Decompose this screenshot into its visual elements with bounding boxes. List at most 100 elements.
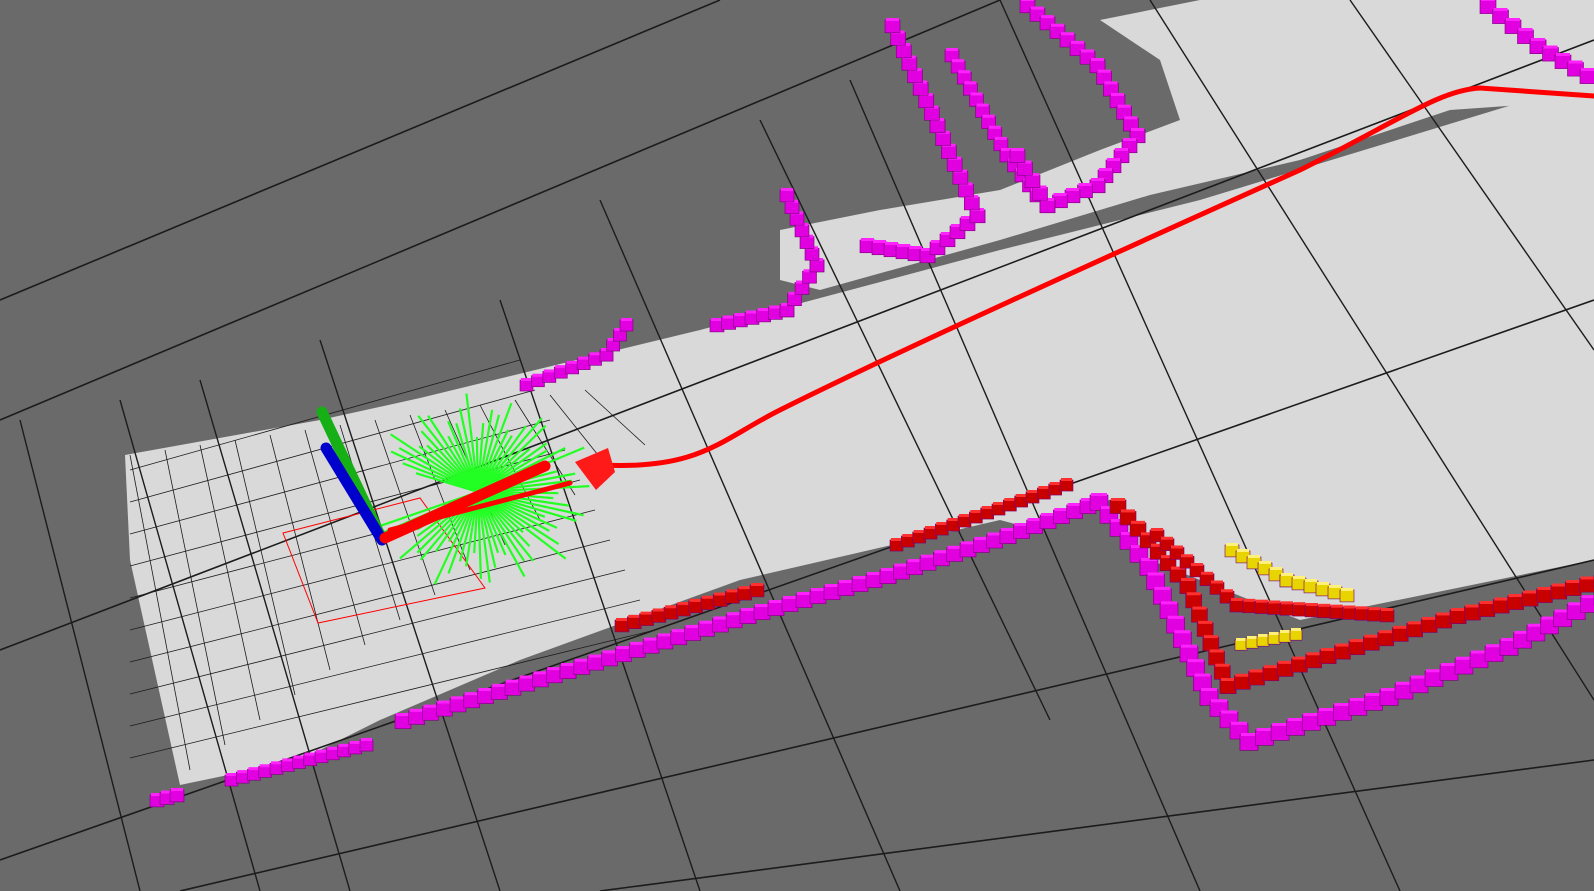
inflation-voxel-top <box>947 518 959 521</box>
occupied-voxel-top <box>1161 601 1177 605</box>
occupied-voxel-top <box>1081 49 1094 53</box>
occupied-voxel-top <box>171 788 183 791</box>
occupied-voxel-top <box>248 767 260 771</box>
inflation-voxel <box>651 610 667 623</box>
inflation-voxel-top <box>628 614 641 618</box>
occupied-voxel-top <box>671 629 686 633</box>
inflation-voxel <box>1213 665 1231 680</box>
occupied-voxel <box>963 196 980 211</box>
occupied-voxel <box>519 379 534 392</box>
occupied-voxel-top <box>161 790 173 794</box>
inflation-voxel-top <box>1186 592 1201 596</box>
occupied-voxel-top <box>630 641 645 645</box>
occupied-voxel <box>837 581 855 596</box>
occupied-voxel-top <box>788 291 801 295</box>
occupied-voxel-top <box>746 310 758 314</box>
occupied-voxel-top <box>1349 698 1366 701</box>
inflation-voxel <box>1179 579 1197 594</box>
inflation-voxel-top <box>1191 563 1203 566</box>
occupied-voxel-top <box>1486 644 1502 648</box>
grid-line <box>0 39 1594 651</box>
lethal-voxel-top <box>1270 567 1282 570</box>
laser-ray <box>390 450 479 493</box>
occupied-voxel-top <box>616 646 631 650</box>
inflation-voxel <box>1196 622 1214 637</box>
occupied-voxel-top <box>1256 728 1273 731</box>
occupied-voxel-top <box>316 749 327 753</box>
inflation-voxel-top <box>970 510 982 513</box>
inflation-voxel-top <box>1004 498 1016 501</box>
inflation-voxel <box>1348 640 1366 656</box>
inflation-voxel-top <box>1494 597 1509 601</box>
inflation-voxel-top <box>1508 594 1523 597</box>
occupied-voxel <box>952 171 969 185</box>
grid-line <box>1149 0 1594 701</box>
occupied-voxel <box>907 69 923 84</box>
occupied-voxel-top <box>1221 710 1237 714</box>
inflation-voxel <box>1420 618 1438 633</box>
occupied-voxel-top <box>151 793 163 796</box>
lethal-voxel-top <box>1237 549 1249 552</box>
inflation-voxel <box>626 616 642 630</box>
occupied-voxel-top <box>1099 168 1112 171</box>
occupied-voxel-top <box>931 240 944 243</box>
inflation-voxel-top <box>1465 604 1480 608</box>
inflation-voxel <box>725 591 740 604</box>
inflation-voxel-top <box>1566 580 1581 583</box>
inflation-voxel-top <box>1422 616 1437 620</box>
lethal-voxel-top <box>1258 634 1268 637</box>
occupied-voxel <box>739 609 757 624</box>
occupied-voxel-top <box>722 315 735 319</box>
grid-line <box>599 199 901 891</box>
occupied-voxel <box>1580 596 1594 613</box>
inflation-voxel-top <box>726 589 739 593</box>
inflation-voxel-top <box>1198 620 1213 624</box>
grid-line <box>0 0 1001 421</box>
inflation-voxel-top <box>1580 576 1594 580</box>
laser-ray <box>455 423 480 493</box>
occupied-voxel-top <box>282 758 294 762</box>
grid-line <box>1349 0 1594 351</box>
inflation-voxel-top <box>677 602 690 606</box>
grid-line <box>999 0 1401 891</box>
occupied-voxel <box>809 589 827 604</box>
inflation-voxel <box>663 606 679 620</box>
inflation-voxel-top <box>1436 612 1451 616</box>
occupied-voxel-top <box>934 550 949 554</box>
inflation-voxel <box>639 613 654 626</box>
occupied-voxel-top <box>506 679 520 683</box>
occupied-voxel-top <box>853 576 867 579</box>
grid-line <box>164 449 226 746</box>
inflation-voxel-top <box>1192 606 1207 610</box>
occupied-voxel-top <box>1154 586 1171 590</box>
lethal-voxel-top <box>1341 588 1353 591</box>
inflation-voxel-top <box>902 534 914 537</box>
inflation-voxel <box>1492 599 1510 614</box>
occupied-voxel-top <box>1014 523 1029 526</box>
laser-ray <box>398 447 479 493</box>
occupied-voxel <box>781 597 799 612</box>
inflation-voxel-top <box>1551 583 1566 587</box>
occupied-voxel <box>799 236 815 249</box>
occupied-voxel <box>865 573 883 588</box>
inflation-voxel <box>1317 605 1332 619</box>
inflation-voxel <box>688 600 703 614</box>
occupied-voxel-top <box>1568 60 1583 64</box>
occupied-voxel <box>787 293 802 306</box>
occupied-voxel-top <box>361 738 372 741</box>
inflation-voxel-top <box>1318 603 1331 607</box>
occupied-voxel-top <box>713 616 728 620</box>
occupied-voxel-top <box>588 654 603 658</box>
grid-line <box>129 569 626 695</box>
inflation-voxel-top <box>1523 590 1537 594</box>
occupied-voxel-top <box>699 620 714 624</box>
occupied-voxel-top <box>769 600 783 603</box>
lethal-voxel <box>1245 637 1259 649</box>
occupied-voxel <box>1579 69 1594 84</box>
occupied-voxel-top <box>1131 128 1144 131</box>
inflation-voxel <box>1202 636 1220 652</box>
laser-ray <box>476 402 513 493</box>
inflation-voxel-top <box>689 598 702 602</box>
